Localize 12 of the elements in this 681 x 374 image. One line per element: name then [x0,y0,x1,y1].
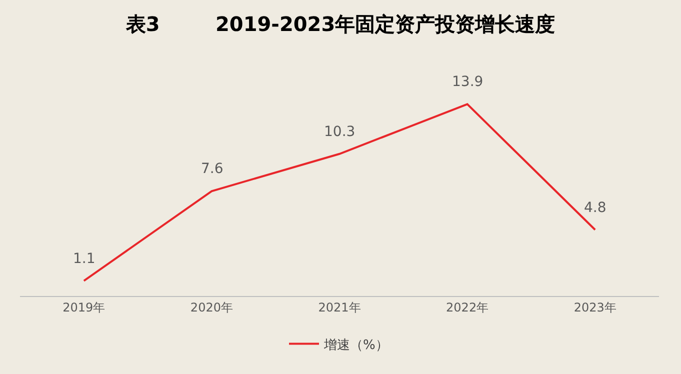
legend-label: 增速（%） [323,338,388,353]
data-label: 13.9 [452,74,484,90]
x-tick-label: 2022年 [446,300,489,314]
data-label: 10.3 [324,124,356,140]
data-label: 1.1 [73,251,96,267]
data-label: 4.8 [584,200,606,216]
x-tick-label: 2023年 [574,300,616,314]
x-tick-label: 2021年 [318,300,361,314]
chart-title: 表3 2019-2023年固定资产投资增长速度 [124,12,556,36]
data-label: 7.6 [201,161,224,177]
x-tick-label: 2020年 [190,300,233,314]
x-tick-label: 2019年 [62,300,106,314]
